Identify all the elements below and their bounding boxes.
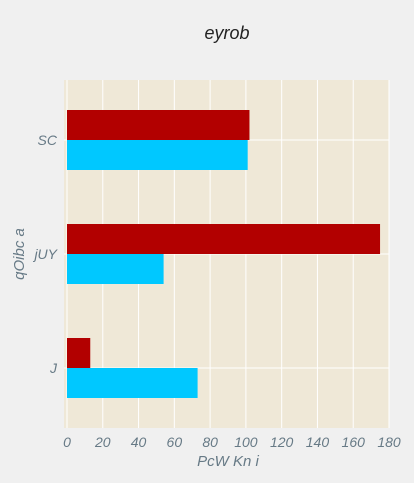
x-tick-label: 180 xyxy=(377,434,401,450)
y-tick-label: SC xyxy=(38,132,58,148)
x-tick-label: 40 xyxy=(131,434,147,450)
y-axis-label: qOibc a xyxy=(11,228,28,280)
x-tick-label: 80 xyxy=(202,434,218,450)
x-axis-label: PcW Kn i xyxy=(197,453,259,470)
x-tick-label: 120 xyxy=(270,434,294,450)
bar xyxy=(67,368,198,398)
bar xyxy=(67,224,381,254)
bar xyxy=(67,338,91,368)
x-tick-label: 140 xyxy=(306,434,330,450)
bar xyxy=(67,254,164,284)
bar xyxy=(67,140,248,170)
bars xyxy=(67,110,381,398)
x-tick-label: 100 xyxy=(234,434,258,450)
y-tick-label: jUY xyxy=(32,246,58,262)
x-tick-label: 160 xyxy=(342,434,366,450)
x-tick-label: 60 xyxy=(167,434,183,450)
x-tick-label: 0 xyxy=(63,434,71,450)
bar xyxy=(67,110,250,140)
y-tick-label: J xyxy=(49,360,58,376)
x-tick-labels: 0 20 40 60 80 100 120 140 160 180 xyxy=(63,434,401,450)
chart-title: eyrob xyxy=(204,23,250,43)
x-tick-label: 20 xyxy=(94,434,111,450)
